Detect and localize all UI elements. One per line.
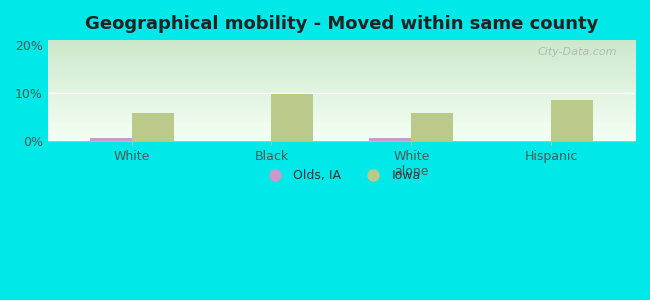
Bar — [90, 138, 132, 141]
Legend: Olds, IA, Iowa: Olds, IA, Iowa — [257, 164, 426, 188]
Title: Geographical mobility - Moved within same county: Geographical mobility - Moved within sam… — [84, 15, 598, 33]
Bar — [551, 100, 593, 141]
Bar — [132, 113, 174, 141]
Text: City-Data.com: City-Data.com — [538, 47, 617, 57]
Bar — [369, 138, 411, 141]
Bar — [411, 113, 453, 141]
Bar — [272, 94, 313, 141]
